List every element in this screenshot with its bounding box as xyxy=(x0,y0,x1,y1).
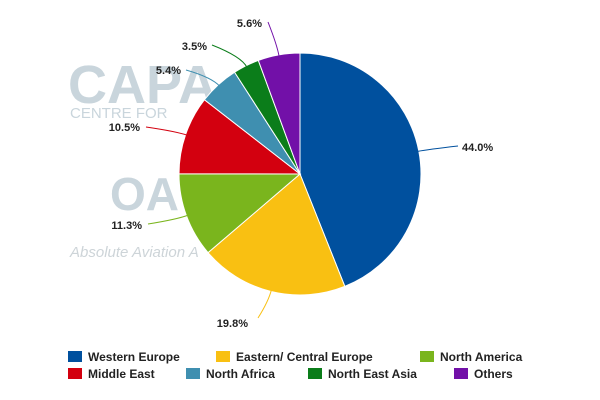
legend-swatch xyxy=(308,368,322,379)
data-labels: 44.0% 19.8% 11.3% 10.5% 5.4%3.5% 5.6% xyxy=(109,18,494,330)
legend-row: Western Europe Eastern/ Central Europe N… xyxy=(68,348,588,365)
legend-label: Others xyxy=(474,366,513,381)
leader-lines xyxy=(145,21,459,319)
legend-swatch xyxy=(420,351,434,362)
leader-line xyxy=(257,289,272,319)
leader-line xyxy=(145,126,188,136)
leader-line xyxy=(267,21,280,57)
legend-swatch xyxy=(216,351,230,362)
legend-item-western-europe: Western Europe xyxy=(68,350,216,364)
legend: Western Europe Eastern/ Central Europe N… xyxy=(68,348,588,382)
data-label: 5.4% xyxy=(156,65,181,77)
leader-line xyxy=(416,145,459,152)
legend-item-north-africa: North Africa xyxy=(186,367,308,381)
legend-label: Eastern/ Central Europe xyxy=(236,349,373,364)
legend-swatch xyxy=(454,368,468,379)
legend-label: North Africa xyxy=(206,366,275,381)
legend-item-middle-east: Middle East xyxy=(68,367,186,381)
watermark-logo2: OA xyxy=(110,168,179,220)
legend-swatch xyxy=(68,351,82,362)
data-label: 10.5% xyxy=(109,122,140,134)
legend-item-eastern-central-europe: Eastern/ Central Europe xyxy=(216,350,420,364)
leader-line xyxy=(185,69,221,87)
data-label: 11.3% xyxy=(111,220,142,232)
leader-line xyxy=(147,214,189,225)
legend-item-north-east-asia: North East Asia xyxy=(308,367,454,381)
legend-item-north-america: North America xyxy=(420,350,522,364)
data-label: 5.6% xyxy=(237,18,262,30)
watermark: CAPA CENTRE FOR OA Absolute Aviation A xyxy=(68,55,217,261)
legend-label: North America xyxy=(440,349,523,364)
data-label: 3.5% xyxy=(182,41,207,53)
legend-label: Middle East xyxy=(88,366,155,381)
watermark-subtitle: CENTRE FOR xyxy=(70,105,168,122)
legend-item-others: Others xyxy=(454,367,513,381)
legend-row: Middle East North Africa North East Asia… xyxy=(68,365,588,382)
legend-label: Western Europe xyxy=(88,349,180,364)
pie-slices xyxy=(178,52,422,296)
legend-swatch xyxy=(186,368,200,379)
data-label: 44.0% xyxy=(462,142,493,154)
watermark-tagline: Absolute Aviation A xyxy=(69,244,199,261)
watermark-brand: CAPA xyxy=(68,55,217,115)
leader-line xyxy=(211,44,248,68)
data-label: 19.8% xyxy=(217,318,248,330)
legend-label: North East Asia xyxy=(328,366,417,381)
legend-swatch xyxy=(68,368,82,379)
